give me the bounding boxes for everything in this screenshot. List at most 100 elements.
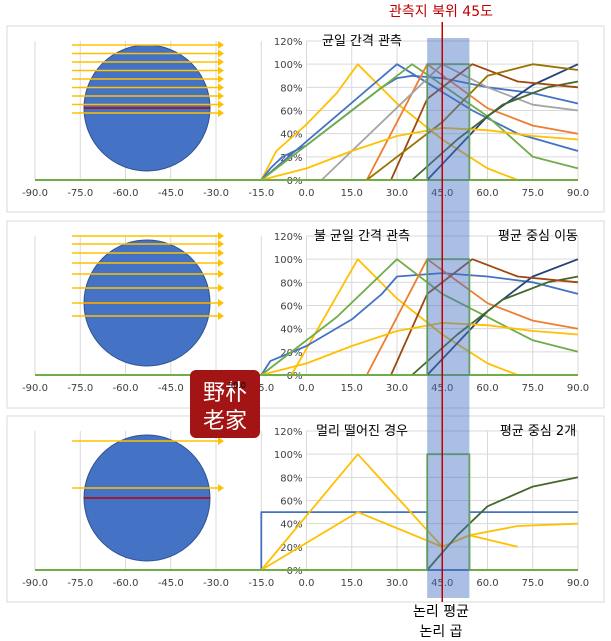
y-tick-label: 100% bbox=[274, 255, 303, 266]
logic-mean-band bbox=[427, 38, 470, 598]
ray-arrowhead bbox=[218, 232, 224, 240]
ray-arrowhead bbox=[218, 92, 224, 100]
ray-arrowhead bbox=[218, 249, 224, 257]
series-line bbox=[320, 63, 579, 181]
ray-arrowhead bbox=[218, 312, 224, 320]
x-tick-label: -75.0 bbox=[67, 578, 93, 589]
x-tick-label: 30.0 bbox=[386, 188, 408, 199]
y-tick-label: 0% bbox=[287, 566, 303, 577]
seal-text-2: 老家 bbox=[203, 409, 247, 434]
y-tick-label: 80% bbox=[280, 278, 302, 289]
x-tick-label: -45.0 bbox=[158, 578, 184, 589]
x-tick-label: -15.0 bbox=[248, 578, 274, 589]
series-line bbox=[261, 127, 579, 181]
x-tick-label: 90.0 bbox=[567, 188, 589, 199]
x-tick-label: -60.0 bbox=[113, 188, 139, 199]
x-tick-label: 60.0 bbox=[476, 578, 498, 589]
x-tick-label: -75.0 bbox=[67, 188, 93, 199]
y-tick-label: 100% bbox=[274, 60, 303, 71]
series-line bbox=[261, 453, 578, 571]
panel-title: 불 균일 간격 관측 bbox=[314, 229, 410, 244]
y-tick-label: 0% bbox=[287, 176, 303, 187]
y-tick-label: 40% bbox=[280, 520, 302, 531]
y-tick-label: 20% bbox=[280, 543, 302, 554]
ray-arrowhead bbox=[218, 284, 224, 292]
x-tick-label: -90.0 bbox=[22, 188, 48, 199]
series-line bbox=[261, 322, 579, 376]
series-line bbox=[390, 258, 579, 376]
series-line bbox=[290, 258, 519, 376]
y-tick-label: 120% bbox=[274, 427, 303, 438]
ray-arrowhead bbox=[218, 58, 224, 66]
x-tick-label: -60.0 bbox=[113, 578, 139, 589]
logic-product-label: 논리 곱 bbox=[419, 624, 462, 640]
ray-arrowhead bbox=[218, 75, 224, 83]
x-tick-label: 75.0 bbox=[522, 383, 544, 394]
x-tick-label: 0.0 bbox=[299, 383, 315, 394]
series-line bbox=[260, 63, 579, 181]
seal-stamp: 野朴 老家 30.0 bbox=[190, 370, 260, 438]
y-tick-label: 60% bbox=[280, 107, 302, 118]
x-tick-label: 75.0 bbox=[522, 188, 544, 199]
ray-arrowhead bbox=[218, 240, 224, 248]
y-tick-label: 120% bbox=[274, 232, 303, 243]
series-line bbox=[426, 258, 579, 376]
y-tick-label: 40% bbox=[280, 130, 302, 141]
series-line bbox=[260, 63, 579, 181]
x-tick-label: 60.0 bbox=[476, 188, 498, 199]
x-tick-label: 15.0 bbox=[341, 188, 363, 199]
seal-text: 野朴 bbox=[203, 381, 247, 406]
series-line bbox=[390, 63, 579, 181]
x-tick-label: 30.0 bbox=[386, 578, 408, 589]
logic-mean-label: 논리 평균 bbox=[413, 604, 469, 620]
y-tick-label: 60% bbox=[280, 497, 302, 508]
series-line bbox=[366, 63, 579, 181]
ray-arrowhead bbox=[218, 484, 224, 492]
ray-arrowhead bbox=[218, 299, 224, 307]
ray-arrowhead bbox=[218, 66, 224, 75]
panel-subtitle: 평균 중심 이동 bbox=[498, 229, 578, 244]
y-tick-label: 80% bbox=[280, 83, 302, 94]
series-line bbox=[426, 63, 579, 181]
x-tick-label: 30.0 bbox=[386, 383, 408, 394]
x-tick-label: -90.0 bbox=[22, 383, 48, 394]
chart-panel-1: -90.0 -75.0 -60.0 -45.0 -30.0 -15.0 0.0 15.0 30.… bbox=[6, 25, 605, 213]
seal-background bbox=[190, 370, 260, 438]
y-tick-label: 20% bbox=[280, 348, 302, 359]
x-tick-label: -60.0 bbox=[113, 383, 139, 394]
ray-arrowhead bbox=[218, 270, 224, 278]
series-line bbox=[260, 63, 519, 181]
x-tick-label: -90.0 bbox=[22, 578, 48, 589]
seal-note: 30.0 bbox=[228, 381, 246, 390]
ray-arrowhead bbox=[218, 49, 224, 58]
observer-label: 관측지 북위 45도 bbox=[389, 4, 493, 20]
series-line bbox=[366, 258, 579, 376]
x-tick-label: 15.0 bbox=[341, 383, 363, 394]
x-tick-label: 15.0 bbox=[341, 578, 363, 589]
ray-arrowhead bbox=[218, 259, 224, 267]
chart-panel-2: -90.0-75.0-60.0-45.0-30.0-15.00.015.030.… bbox=[6, 220, 605, 409]
x-tick-label: 0.0 bbox=[299, 188, 315, 199]
y-tick-label: 120% bbox=[274, 37, 303, 48]
ray-arrowhead bbox=[218, 83, 224, 92]
x-tick-label: 90.0 bbox=[567, 383, 589, 394]
y-tick-label: 80% bbox=[280, 473, 302, 484]
y-tick-label: 100% bbox=[274, 450, 303, 461]
y-tick-label: 40% bbox=[280, 325, 302, 336]
x-tick-label: -75.0 bbox=[67, 383, 93, 394]
x-tick-label: -15.0 bbox=[248, 383, 274, 394]
series-line bbox=[366, 63, 579, 181]
x-tick-label: 60.0 bbox=[476, 383, 498, 394]
series-line bbox=[426, 476, 579, 571]
series-line bbox=[260, 511, 579, 571]
series-line bbox=[261, 258, 578, 376]
series-line bbox=[261, 63, 578, 181]
y-tick-label: 0% bbox=[287, 371, 303, 382]
x-tick-label: 0.0 bbox=[299, 578, 315, 589]
chart-panels: -90.0 -75.0 -60.0 -45.0 -30.0 -15.0 0.0 15.0 30.… bbox=[6, 25, 605, 603]
y-tick-label: 60% bbox=[280, 302, 302, 313]
x-tick-label: -45.0 bbox=[158, 383, 184, 394]
panel-subtitle: 평균 중심 2개 bbox=[500, 424, 576, 439]
panel-title: 멀리 떨어진 경우 bbox=[316, 424, 408, 439]
x-tick-label: -15.0 bbox=[248, 188, 274, 199]
